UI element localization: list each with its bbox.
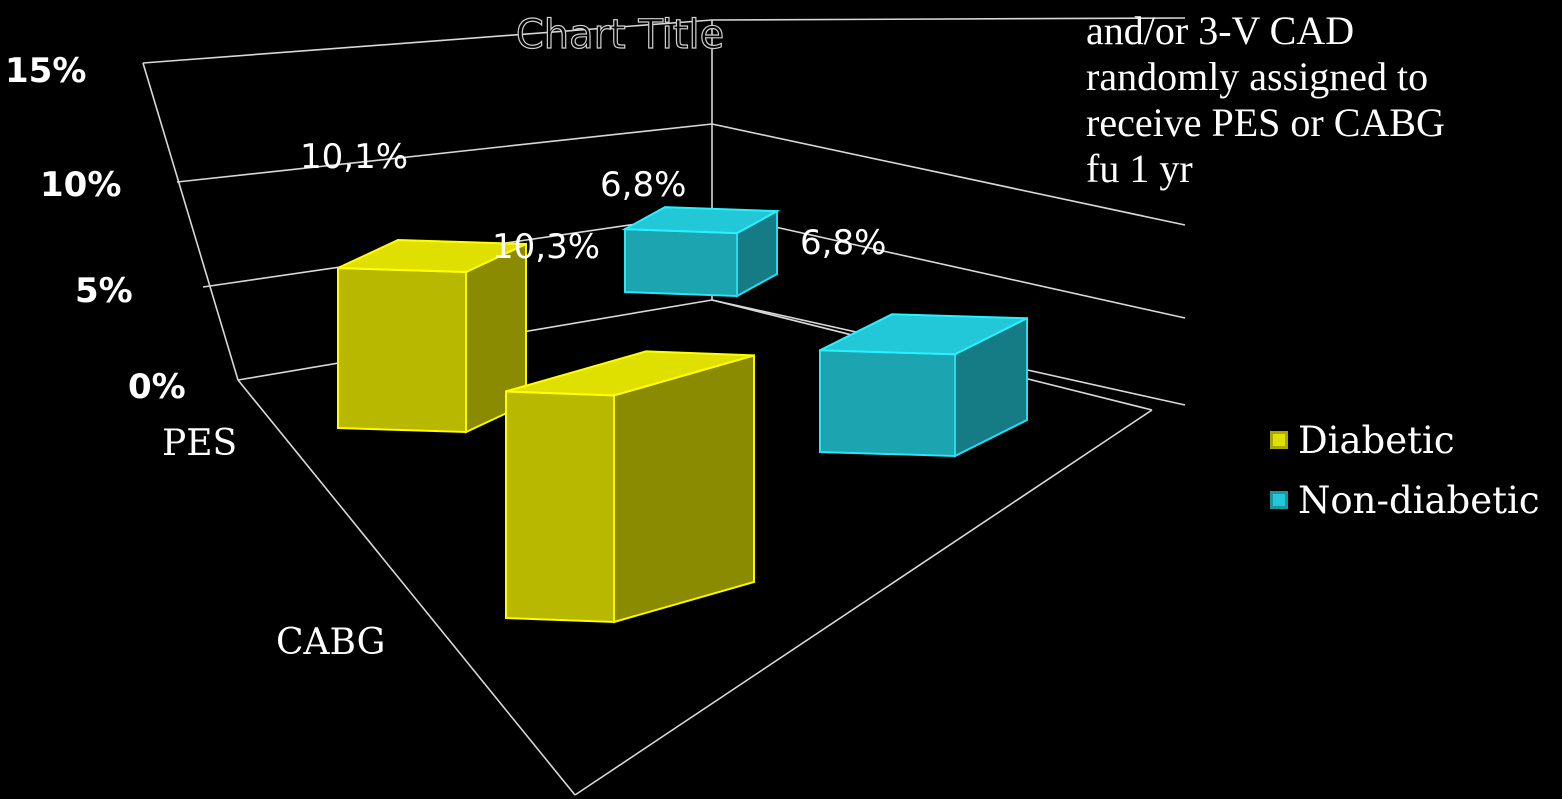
bar-cabg-nondiabetic: [819, 313, 1028, 458]
y-tick-10: 10%: [40, 165, 121, 205]
bar-pes-nondiabetic-top: [621, 206, 781, 235]
floor-front-right-edge: [574, 409, 1153, 796]
bar-pes-diabetic: [337, 239, 527, 434]
category-label-pes: PES: [162, 423, 237, 464]
gridline-left-2: [176, 123, 713, 183]
bar-cabg-nondiabetic-front: [819, 349, 956, 458]
bar-cabg-diabetic-side: [613, 354, 755, 624]
note-line: randomly assigned to: [1086, 54, 1429, 99]
note-line: and/or 3-V CAD: [1086, 8, 1355, 53]
y-axis-ticks: 0% 5% 10% 15%: [5, 51, 186, 407]
bar-pes-diabetic-front: [337, 266, 467, 434]
bar-pes-nondiabetic-front: [624, 228, 738, 298]
left-wall-edge: [142, 62, 239, 381]
bar-cabg-diabetic: [505, 350, 755, 624]
gridline-back-3: [711, 17, 1186, 21]
study-note: and/or 3-V CAD randomly assigned to rece…: [1086, 8, 1556, 192]
data-label-cabg-nondiabetic: 6,8%: [800, 223, 886, 263]
gridline-left-3: [142, 19, 713, 64]
data-label-cabg-diabetic: 10,3%: [492, 227, 600, 267]
y-tick-15: 15%: [5, 51, 86, 91]
legend: Diabetic Non-diabetic: [1268, 410, 1540, 530]
bar-cabg-diabetic-front: [505, 390, 615, 624]
data-label-pes-nondiabetic: 6,8%: [600, 165, 686, 205]
y-tick-5: 5%: [75, 271, 133, 311]
legend-label-nondiabetic: Non-diabetic: [1298, 478, 1540, 522]
gridline-back-2: [711, 123, 1186, 226]
legend-label-diabetic: Diabetic: [1298, 418, 1455, 462]
legend-item-nondiabetic: Non-diabetic: [1268, 470, 1540, 530]
y-tick-0: 0%: [128, 367, 186, 407]
legend-swatch-nondiabetic: [1268, 489, 1290, 511]
bar-cabg-nondiabetic-top: [819, 313, 1028, 356]
chart-title-ghost: Chart Title: [516, 12, 724, 58]
bars: [337, 206, 1028, 624]
gridline-back-1: [711, 212, 1186, 319]
bar-pes-diabetic-top: [337, 239, 527, 274]
note-line: receive PES or CABG: [1086, 100, 1445, 145]
floor-front-left-edge: [237, 379, 576, 796]
bar-cabg-diabetic-top: [505, 350, 755, 397]
data-labels: 10,1% 6,8% 10,3% 6,8%: [300, 137, 886, 267]
legend-item-diabetic: Diabetic: [1268, 410, 1540, 470]
bar-pes-nondiabetic: [621, 206, 781, 298]
note-line: fu 1 yr: [1086, 146, 1193, 191]
category-label-cabg: CABG: [276, 622, 385, 663]
data-label-pes-diabetic: 10,1%: [300, 137, 408, 177]
legend-swatch-diabetic: [1268, 429, 1290, 451]
x-axis-categories: PES CABG: [162, 423, 385, 663]
